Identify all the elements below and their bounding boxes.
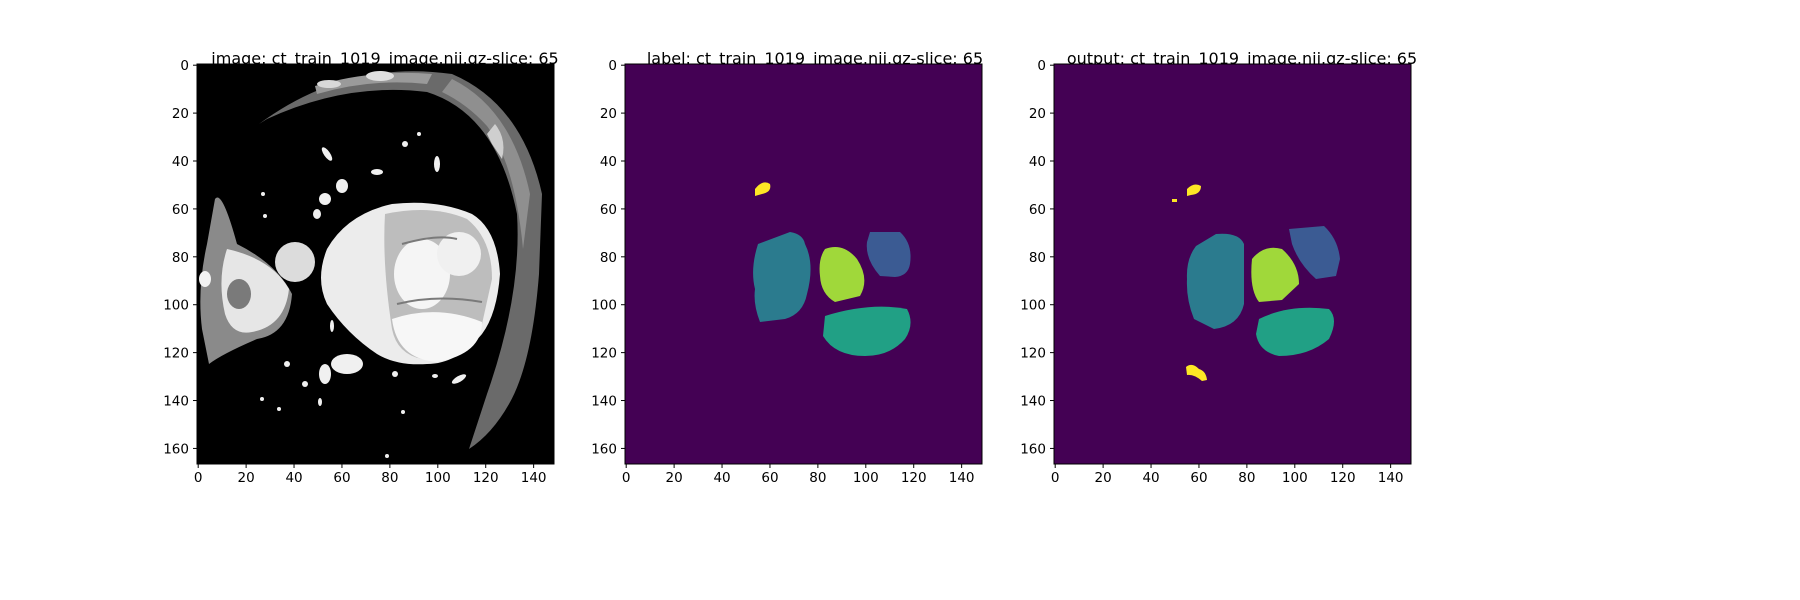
y-tick-label: 160 <box>591 441 617 457</box>
x-tick-label: 100 <box>1282 470 1308 486</box>
y-tick-label: 60 <box>172 202 189 218</box>
y-tick-label: 20 <box>172 106 189 122</box>
seg-region-yellow <box>1172 199 1177 202</box>
x-tick-label: 80 <box>1238 470 1255 486</box>
x-tick-label: 20 <box>666 470 683 486</box>
y-tick-label: 20 <box>1029 106 1046 122</box>
axes-frame <box>196 63 555 465</box>
output-axes: 0 20 40 60 80 100 120 140 0 20 40 60 80 100 120 140 160 <box>1020 58 1412 486</box>
seg-region-teal <box>753 232 811 322</box>
y-tick-label: 80 <box>1029 250 1046 266</box>
x-tick-label: 140 <box>949 470 975 486</box>
seg-region-yellow <box>1187 184 1201 196</box>
y-tick-label: 100 <box>163 298 189 314</box>
seg-region-green-teal <box>1256 307 1334 356</box>
seg-region-yellow <box>755 182 771 196</box>
x-tick-label: 80 <box>809 470 826 486</box>
x-tick-label: 140 <box>1378 470 1404 486</box>
panel-output: output: ct_train_1019_image.nii.gz-slice… <box>962 0 1522 600</box>
y-tick-label: 100 <box>1020 298 1046 314</box>
x-tick-label: 120 <box>1330 470 1356 486</box>
x-tick-label: 120 <box>473 470 499 486</box>
seg-region-lime <box>1251 247 1299 302</box>
y-tick-label: 160 <box>1020 441 1046 457</box>
x-tick-label: 80 <box>381 470 398 486</box>
x-tick-label: 100 <box>853 470 879 486</box>
x-tick-label: 0 <box>622 470 631 486</box>
x-tick-label: 60 <box>761 470 778 486</box>
y-tick-label: 60 <box>600 202 617 218</box>
panel-title: label: ct_train_1019_image.nii.gz-slice:… <box>646 49 984 68</box>
x-tick-label: 40 <box>285 470 302 486</box>
seg-region-slate-blue <box>866 232 911 277</box>
y-tick-label: 140 <box>163 394 189 410</box>
y-tick-label: 80 <box>600 250 617 266</box>
y-tick-label: 80 <box>172 250 189 266</box>
y-tick-label: 40 <box>1029 154 1046 170</box>
seg-region-slate-blue <box>1289 226 1340 279</box>
x-tick-label: 0 <box>1051 470 1060 486</box>
y-tick-label: 120 <box>1020 346 1046 362</box>
y-tick-label: 0 <box>1037 58 1046 74</box>
y-tick-label: 140 <box>1020 394 1046 410</box>
panel-title: output: ct_train_1019_image.nii.gz-slice… <box>1066 49 1418 68</box>
y-tick-label: 0 <box>180 58 189 74</box>
x-tick-label: 40 <box>1142 470 1159 486</box>
ct-aorta <box>275 242 315 282</box>
label-axes: 0 20 40 60 80 100 120 140 0 20 40 60 80 100 120 140 160 <box>591 58 983 486</box>
panel-label: label: ct_train_1019_image.nii.gz-slice:… <box>535 0 1095 600</box>
y-tick-label: 40 <box>172 154 189 170</box>
ct-vessels <box>260 132 467 458</box>
seg-region-yellow <box>1186 364 1207 381</box>
x-tick-label: 120 <box>901 470 927 486</box>
x-tick-label: 60 <box>1190 470 1207 486</box>
y-tick-label: 40 <box>600 154 617 170</box>
y-tick-label: 60 <box>1029 202 1046 218</box>
x-tick-label: 140 <box>521 470 547 486</box>
x-tick-label: 40 <box>713 470 730 486</box>
panel-title: image: ct_train_1019_image.nii.gz-slice:… <box>211 49 559 68</box>
y-tick-label: 20 <box>600 106 617 122</box>
panel-image: image: ct_train_1019_image.nii.gz-slice:… <box>105 0 665 600</box>
x-tick-label: 20 <box>238 470 255 486</box>
seg-region-green-teal <box>823 306 911 356</box>
x-tick-label: 20 <box>1095 470 1112 486</box>
y-tick-label: 0 <box>608 58 617 74</box>
y-tick-label: 160 <box>163 441 189 457</box>
x-tick-label: 100 <box>425 470 451 486</box>
y-tick-label: 120 <box>163 346 189 362</box>
image-axes: 0 20 40 60 80 100 120 140 0 20 40 60 80 100 120 140 160 <box>163 58 555 486</box>
axes-frame <box>1053 63 1412 465</box>
x-tick-label: 60 <box>333 470 350 486</box>
axes-frame <box>624 63 983 465</box>
y-tick-label: 120 <box>591 346 617 362</box>
y-tick-label: 100 <box>591 298 617 314</box>
seg-region-teal <box>1186 233 1244 329</box>
x-tick-label: 0 <box>194 470 203 486</box>
seg-region-lime <box>819 246 865 302</box>
y-tick-label: 140 <box>591 394 617 410</box>
ct-body-wall <box>259 71 542 449</box>
